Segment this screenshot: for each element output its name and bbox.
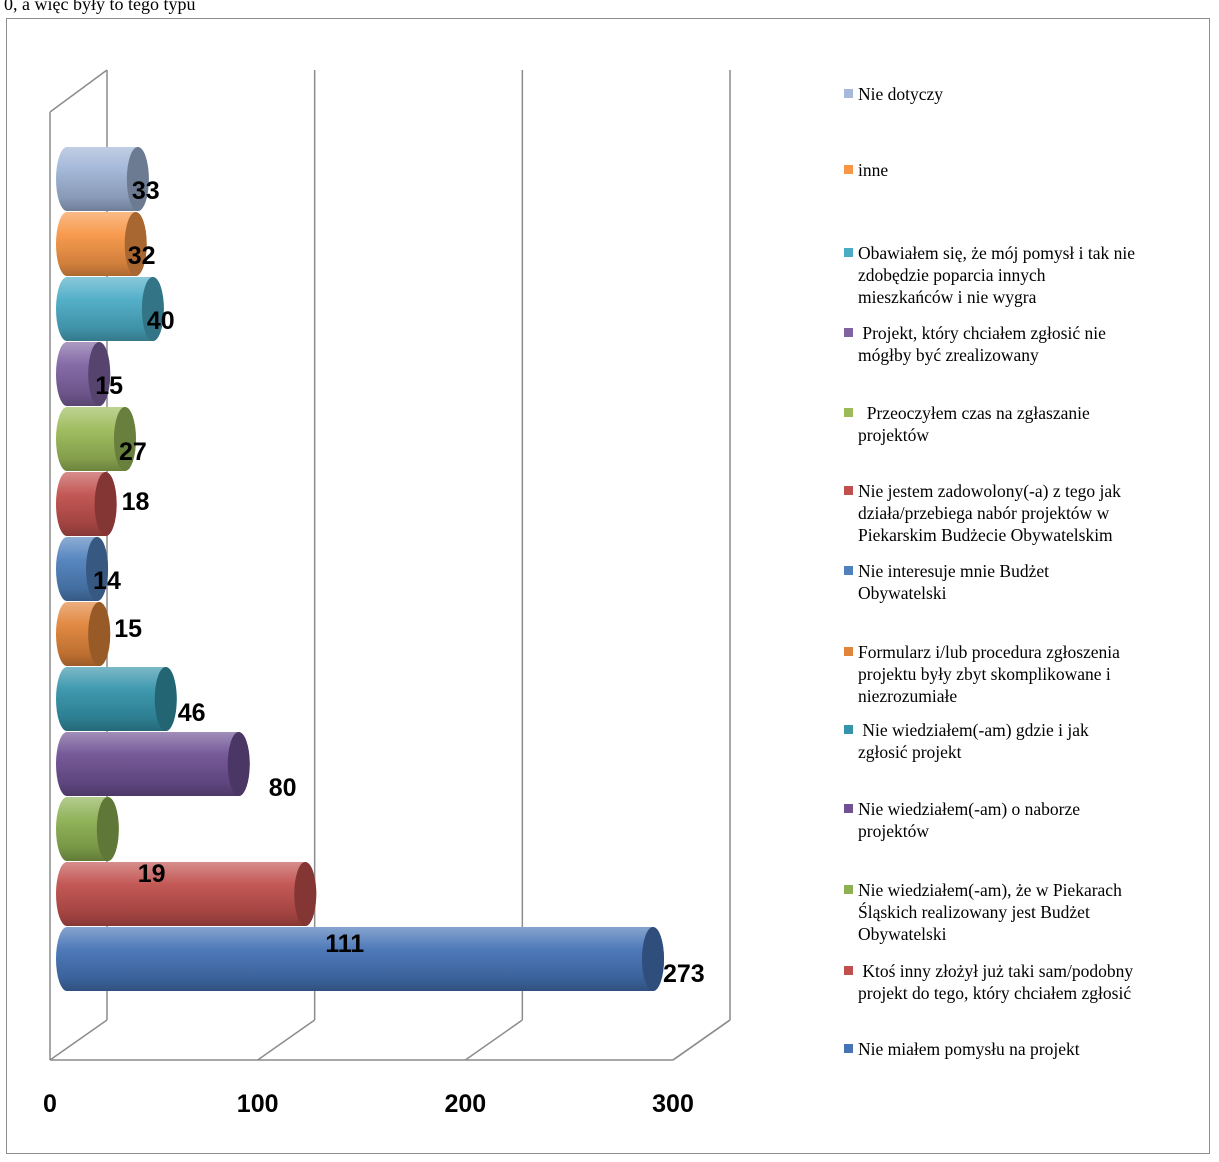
legend-item: Nie jestem zadowolony(-a) z tego jak dzi… <box>858 480 1213 546</box>
legend-label: Nie wiedziałem(-am) o naborze projektów <box>858 798 1213 842</box>
floor-line-300 <box>673 1020 730 1060</box>
value-label: 15 <box>114 615 142 643</box>
bar-end-cap <box>155 667 177 731</box>
bar-5 <box>56 667 177 731</box>
value-label: 80 <box>269 774 297 802</box>
bar-end-cap <box>97 797 119 861</box>
floor-line-0 <box>50 1020 107 1060</box>
value-label: 40 <box>147 307 175 335</box>
left-wall-top <box>50 70 107 112</box>
legend-label: Nie interesuje mnie Budżet Obywatelski <box>858 560 1213 604</box>
legend-item: Przeoczyłem czas na zgłaszanie projektów <box>858 402 1213 446</box>
bar-body <box>56 862 316 926</box>
x-tick-label: 100 <box>237 1090 279 1118</box>
floor-line-100 <box>258 1020 315 1060</box>
bar-2 <box>56 862 316 926</box>
bar-3 <box>56 797 119 861</box>
x-tick-label: 200 <box>444 1090 486 1118</box>
x-tick-label: 300 <box>652 1090 694 1118</box>
bar-6 <box>56 602 110 666</box>
value-label: 46 <box>178 699 206 727</box>
legend-label: Nie jestem zadowolony(-a) z tego jak dzi… <box>858 480 1213 546</box>
legend-item: Nie wiedziałem(-am) gdzie i jak zgłosić … <box>858 719 1213 763</box>
legend-swatch <box>844 566 853 575</box>
floor-line-200 <box>465 1020 522 1060</box>
legend-item: inne <box>858 159 1213 181</box>
legend-swatch <box>844 966 853 975</box>
legend-label: Nie miałem pomysłu na projekt <box>858 1038 1213 1060</box>
legend-label: Przeoczyłem czas na zgłaszanie projektów <box>858 402 1213 446</box>
legend-swatch <box>844 486 853 495</box>
legend-swatch <box>844 408 853 417</box>
legend-swatch <box>844 647 853 656</box>
value-label: 18 <box>122 488 150 516</box>
legend-swatch <box>844 804 853 813</box>
legend-item: Ktoś inny złożył już taki sam/podobny pr… <box>858 960 1213 1004</box>
bar-8 <box>56 472 117 536</box>
legend-item: Nie miałem pomysłu na projekt <box>858 1038 1213 1060</box>
legend-label: Nie wiedziałem(-am), że w Piekarach Śląs… <box>858 879 1213 945</box>
legend-swatch <box>844 328 853 337</box>
legend-swatch <box>844 165 853 174</box>
value-label: 27 <box>119 438 147 466</box>
bar-end-cap <box>642 927 664 991</box>
bar-end-cap <box>228 732 250 796</box>
legend-label: Nie dotyczy <box>858 83 1213 105</box>
legend-label: Formularz i/lub procedura zgłoszenia pro… <box>858 641 1213 707</box>
legend-label: Nie wiedziałem(-am) gdzie i jak zgłosić … <box>858 719 1213 763</box>
x-tick-label: 0 <box>43 1090 57 1118</box>
bar-4 <box>56 732 250 796</box>
legend-item: Nie interesuje mnie Budżet Obywatelski <box>858 560 1213 604</box>
legend-swatch <box>844 725 853 734</box>
chart-x-axis: 0 100 200 300 <box>43 1090 694 1118</box>
legend-label: Projekt, który chciałem zgłosić nie mógł… <box>858 322 1213 366</box>
legend-label: Ktoś inny złożył już taki sam/podobny pr… <box>858 960 1213 1004</box>
bar-chart: 273 111 19 80 46 15 14 18 27 15 40 32 33 0 100 200 300 <box>0 0 840 1162</box>
value-label: 33 <box>132 177 160 205</box>
value-label: 32 <box>128 242 156 270</box>
legend-item: Projekt, który chciałem zgłosić nie mógł… <box>858 322 1213 366</box>
value-label: 111 <box>325 930 364 958</box>
bar-end-cap <box>95 472 117 536</box>
legend-label: Obawiałem się, że mój pomysł i tak nie z… <box>858 242 1213 308</box>
bar-end-cap <box>294 862 316 926</box>
value-label: 19 <box>138 860 166 888</box>
legend-label: inne <box>858 159 1213 181</box>
value-label: 273 <box>663 960 705 988</box>
chart-legend: Nie dotyczy inne Obawiałem się, że mój pom… <box>840 0 1215 1162</box>
legend-item: Nie wiedziałem(-am), że w Piekarach Śląs… <box>858 879 1213 945</box>
legend-swatch <box>844 885 853 894</box>
bar-end-cap <box>88 602 110 666</box>
legend-item: Formularz i/lub procedura zgłoszenia pro… <box>858 641 1213 707</box>
legend-item: Nie dotyczy <box>858 83 1213 105</box>
legend-swatch <box>844 1044 853 1053</box>
value-label: 15 <box>95 372 123 400</box>
legend-item: Obawiałem się, że mój pomysł i tak nie z… <box>858 242 1213 308</box>
legend-swatch <box>844 89 853 98</box>
legend-swatch <box>844 248 853 257</box>
value-label: 14 <box>93 567 121 595</box>
legend-item: Nie wiedziałem(-am) o naborze projektów <box>858 798 1213 842</box>
bar-body <box>56 732 250 796</box>
